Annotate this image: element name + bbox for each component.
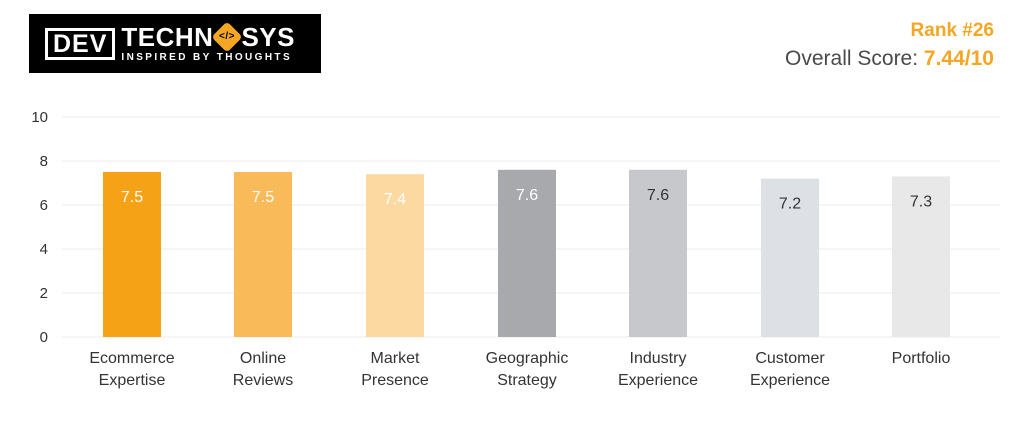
bar: [103, 172, 161, 337]
y-tick-label: 0: [40, 329, 48, 346]
logo-techno-text: TECHN: [121, 22, 214, 52]
bar-value-label: 7.3: [910, 193, 932, 210]
y-tick-label: 10: [31, 109, 48, 126]
x-category-label: Ecommerce Expertise: [89, 350, 174, 389]
bar-value-label: 7.6: [647, 187, 669, 204]
bar: [761, 178, 819, 337]
bar: [498, 169, 556, 337]
x-category-label: Geographic Strategy: [486, 350, 569, 389]
overall-score: Overall Score: 7.44/10: [785, 47, 994, 71]
logo-tagline: INSPIRED BY THOUGHTS: [121, 52, 293, 63]
x-category-label: Market Presence: [361, 350, 429, 389]
bar: [629, 169, 687, 337]
bar-value-label: 7.6: [516, 187, 538, 204]
y-tick-label: 8: [40, 153, 48, 170]
y-tick-label: 4: [40, 241, 48, 258]
bar: [366, 174, 424, 337]
bar-value-label: 7.4: [384, 191, 406, 208]
bar-value-label: 7.2: [779, 196, 801, 213]
rank-label: Rank #26: [910, 20, 994, 41]
overall-score-value: 7.44/10: [923, 47, 994, 70]
logo-dev-text: DEV: [45, 27, 116, 60]
logo-sys-text: SYS: [241, 22, 295, 52]
x-category-label: Online Reviews: [233, 350, 293, 389]
y-tick-label: 6: [40, 197, 48, 214]
bar: [234, 172, 292, 337]
x-category-label: Customer Experience: [750, 350, 830, 389]
x-category-label: Industry Experience: [618, 350, 698, 389]
overall-score-label: Overall Score:: [785, 47, 924, 70]
company-logo: DEV TECHN </> SYS INSPIRED BY THOUGHTS: [29, 14, 321, 73]
y-tick-label: 2: [40, 285, 48, 302]
bar: [892, 176, 950, 337]
x-category-label: Portfolio: [892, 350, 951, 367]
bar-value-label: 7.5: [121, 189, 143, 206]
bar-value-label: 7.5: [252, 189, 274, 206]
